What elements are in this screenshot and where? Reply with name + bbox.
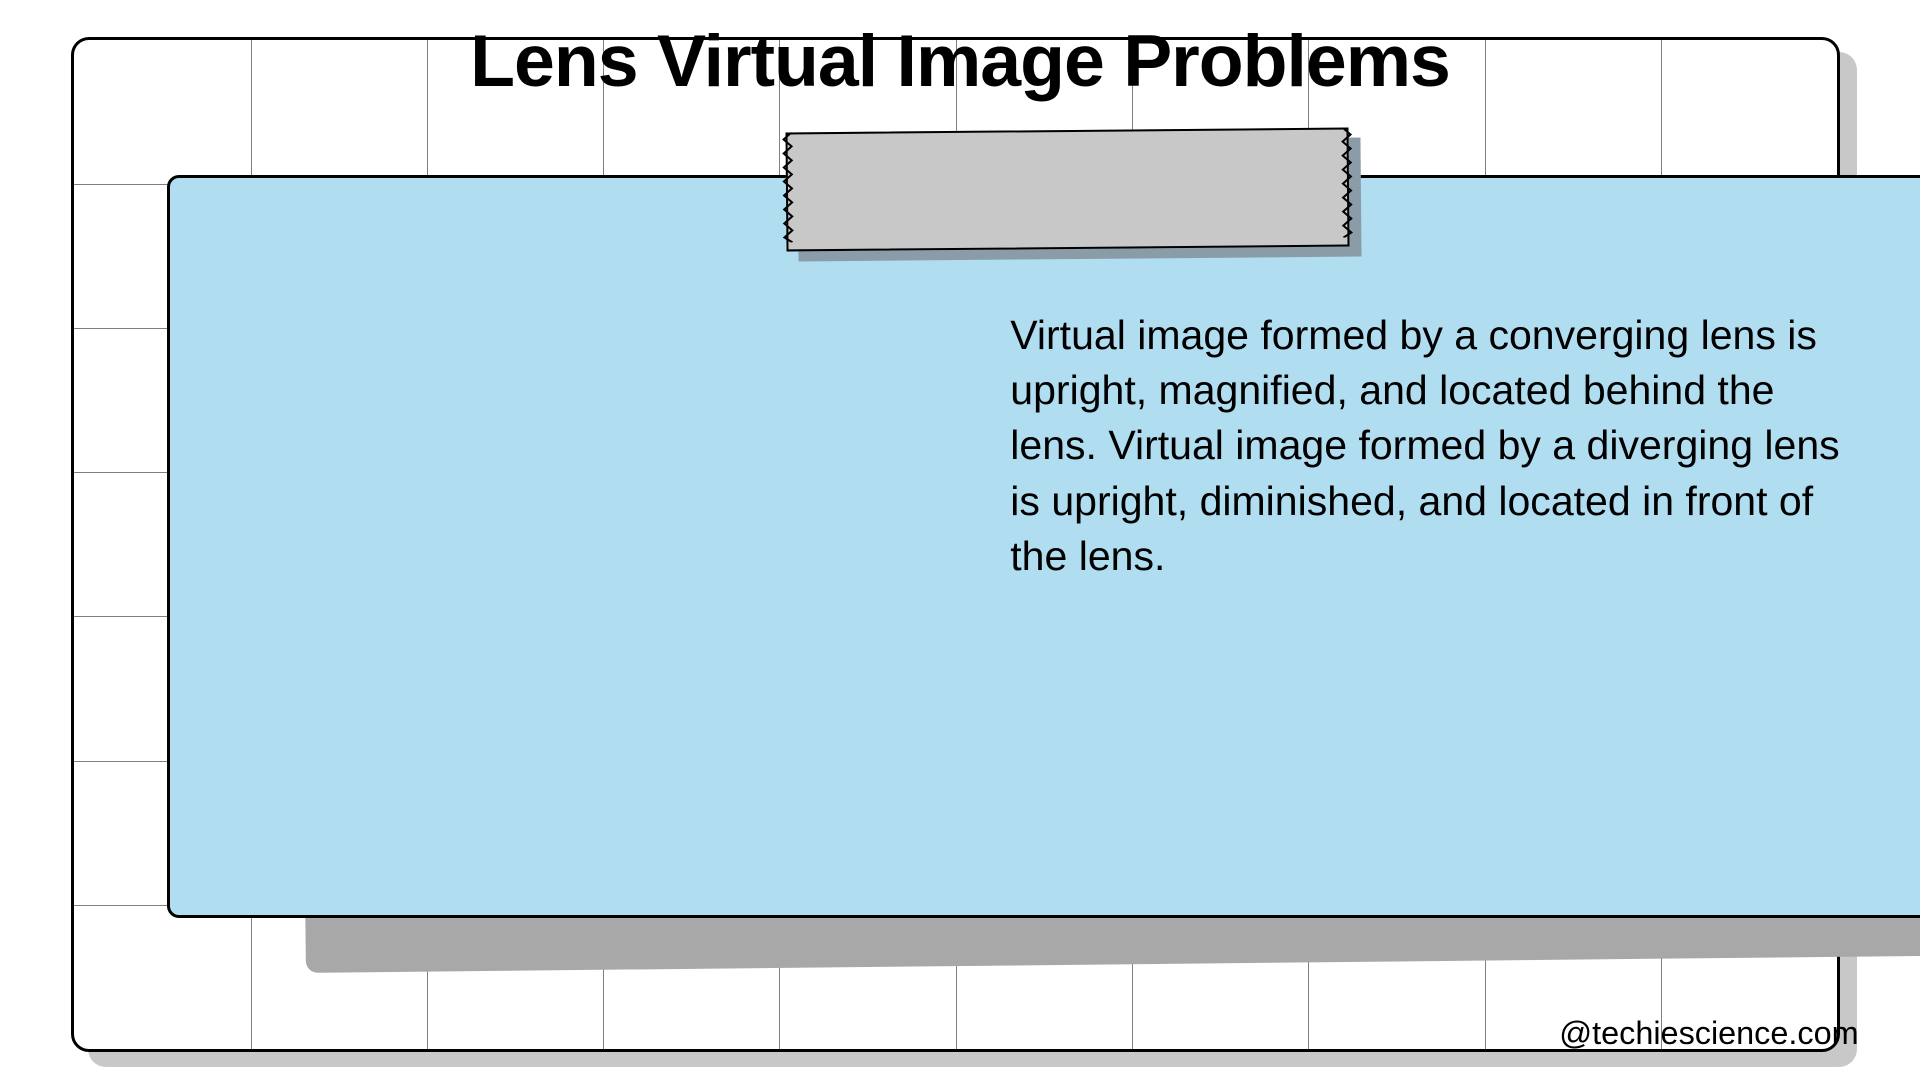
tape-serration-left-icon bbox=[780, 132, 797, 242]
page-title: Lens Virtual Image Problems bbox=[0, 19, 1920, 103]
tape bbox=[786, 130, 1349, 249]
card-body-text: Virtual image formed by a converging len… bbox=[1010, 308, 1870, 585]
info-card: Virtual image formed by a converging len… bbox=[167, 175, 1920, 918]
tape-body bbox=[786, 127, 1350, 251]
watermark: @techiescience.com bbox=[1559, 1015, 1858, 1052]
tape-serration-right-icon bbox=[1338, 127, 1355, 237]
